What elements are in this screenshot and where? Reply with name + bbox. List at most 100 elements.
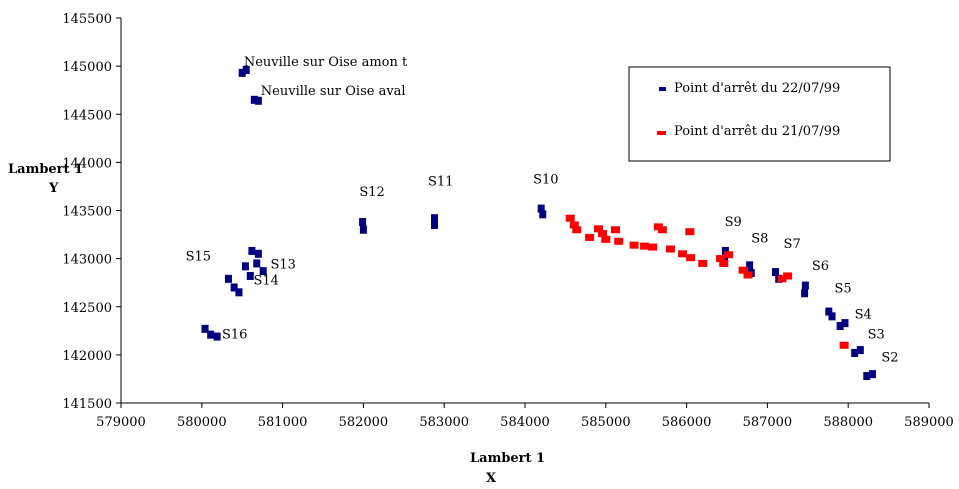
point-22-07-99	[242, 65, 250, 74]
station-label: S9	[725, 215, 742, 230]
station-label: S2	[881, 351, 898, 366]
point-22-07-99	[851, 348, 859, 357]
legend-label-21-07-99: Point d'arrêt du 21/07/99	[674, 124, 840, 139]
point-22-07-99	[721, 246, 729, 255]
point-22-07-99	[841, 319, 849, 328]
point-22-07-99	[254, 96, 262, 105]
point-22-07-99	[431, 214, 439, 223]
data-points	[201, 65, 876, 381]
legend-box	[628, 66, 891, 162]
legend-swatch-21-07-99	[657, 131, 666, 135]
legend: Point d'arrêt du 22/07/99 Point d'arrêt …	[628, 66, 891, 162]
legend-label-22-07-99: Point d'arrêt du 22/07/99	[674, 81, 840, 96]
y-tick-label: 142000	[62, 349, 112, 364]
point-21-07-99	[648, 243, 658, 251]
point-22-07-99	[241, 262, 249, 271]
point-22-07-99	[801, 289, 809, 298]
point-22-07-99	[259, 267, 267, 276]
point-21-07-99	[598, 230, 608, 238]
point-22-07-99	[746, 261, 754, 270]
point-22-07-99	[207, 330, 215, 339]
point-22-07-99	[771, 268, 779, 277]
point-22-07-99	[801, 281, 809, 290]
y-tick-label: 145000	[62, 60, 112, 75]
point-21-07-99	[601, 235, 611, 243]
point-22-07-99	[253, 259, 261, 268]
x-axis-title-line1: Lambert 1	[470, 451, 545, 466]
station-label: S12	[359, 185, 384, 200]
y-tick-label: 143500	[62, 205, 112, 220]
point-22-07-99	[431, 220, 439, 229]
axes: 141500 142000 142500 143000 143500 144000 1445…	[62, 12, 953, 430]
point-22-07-99	[856, 346, 864, 355]
station-label: S10	[533, 173, 558, 188]
point-22-07-99	[230, 283, 238, 292]
station-label: S15	[186, 250, 211, 265]
point-21-07-99	[565, 214, 575, 222]
x-tick-label: 588000	[823, 415, 873, 430]
station-label: S13	[270, 257, 295, 272]
point-22-07-99	[863, 372, 871, 381]
station-label: S8	[751, 231, 768, 246]
point-22-07-99	[836, 322, 844, 330]
point-21-07-99	[629, 241, 639, 249]
point-21-07-99	[724, 251, 734, 259]
station-label: S7	[784, 237, 801, 252]
station-label: S6	[812, 259, 829, 274]
point-21-07-99	[686, 254, 696, 262]
point-21-07-99	[777, 275, 787, 283]
y-axis-title-line2: Y	[48, 181, 59, 196]
point-22-07-99	[224, 274, 232, 283]
point-22-07-99	[359, 225, 367, 234]
point-21-07-99	[614, 237, 624, 245]
point-21-07-99	[738, 266, 748, 274]
point-21-07-99	[585, 233, 595, 241]
point-21-07-99	[610, 226, 620, 234]
point-22-07-99	[238, 68, 246, 77]
station-label: Neuville sur Oise amon t	[244, 55, 408, 70]
point-21-07-99	[719, 259, 729, 267]
y-tick-label: 143000	[62, 253, 112, 268]
point-21-07-99	[839, 341, 849, 349]
point-22-07-99	[246, 271, 254, 280]
point-21-07-99	[594, 225, 604, 233]
x-tick-label: 589000	[904, 415, 954, 430]
point-22-07-99	[248, 246, 256, 255]
point-21-07-99	[685, 228, 695, 236]
point-22-07-99	[235, 288, 243, 297]
x-tick-label: 579000	[96, 415, 146, 430]
point-22-07-99	[359, 218, 367, 227]
point-22-07-99	[828, 312, 836, 321]
x-tick-label: 587000	[743, 415, 793, 430]
x-tick-label: 580000	[177, 415, 227, 430]
x-tick-label: 582000	[339, 415, 389, 430]
y-tick-label: 144000	[62, 156, 112, 171]
point-22-07-99	[539, 210, 547, 219]
station-label: S5	[834, 281, 851, 296]
point-21-07-99	[665, 245, 675, 253]
x-tick-label: 584000	[500, 415, 550, 430]
point-22-07-99	[868, 370, 876, 379]
point-21-07-99	[640, 242, 650, 250]
y-axis-title-line1: Lambert 1	[8, 162, 83, 177]
point-21-07-99	[716, 255, 726, 263]
legend-swatch-22-07-99	[659, 87, 666, 91]
point-22-07-99	[537, 204, 545, 213]
x-axis-title-line2: X	[486, 471, 497, 486]
y-tick-label: 144500	[62, 108, 112, 123]
station-label: S3	[868, 328, 885, 343]
point-22-07-99	[213, 332, 221, 341]
point-21-07-99	[698, 259, 708, 267]
point-21-07-99	[678, 250, 688, 258]
point-22-07-99	[201, 324, 209, 333]
y-tick-label: 141500	[62, 397, 112, 412]
x-tick-label: 586000	[662, 415, 712, 430]
point-21-07-99	[783, 272, 793, 280]
point-22-07-99	[825, 307, 833, 316]
point-21-07-99	[743, 271, 753, 279]
point-labels: Neuville sur Oise amon t Neuville sur Ois…	[186, 55, 899, 365]
point-21-07-99	[657, 226, 667, 234]
point-21-07-99	[569, 221, 579, 229]
point-21-07-99	[572, 226, 582, 234]
y-tick-label: 142500	[62, 301, 112, 316]
